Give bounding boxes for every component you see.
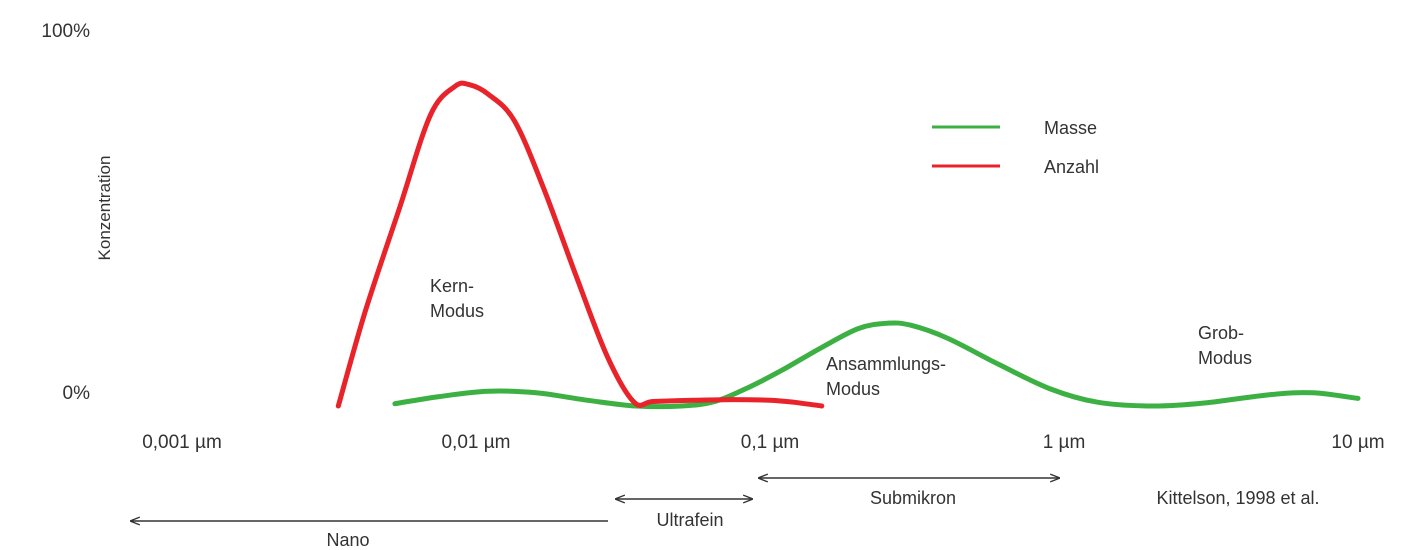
- range-label-nano: Nano: [326, 530, 369, 550]
- annotation-grob-line2: Modus: [1198, 348, 1252, 368]
- series-line-anzahl: [335, 80, 825, 409]
- y-axis-top-label: 100%: [41, 21, 90, 42]
- y-axis-title: Konzentration: [95, 156, 114, 261]
- annotation-kern-line1: Kern-: [430, 276, 474, 296]
- x-tick-label: 0,1 µm: [741, 432, 799, 453]
- legend: Masse Anzahl: [932, 118, 1099, 177]
- x-axis-tick-labels: 0,001 µm 0,01 µm 0,1 µm 1 µm 10 µm: [142, 432, 1384, 453]
- x-tick-label: 0,001 µm: [142, 432, 222, 453]
- annotation-ansammlung-line2: Modus: [826, 379, 880, 399]
- legend-label-masse: Masse: [1044, 118, 1097, 138]
- x-tick-label: 1 µm: [1043, 432, 1086, 453]
- annotation-grob-line1: Grob-: [1198, 323, 1244, 343]
- series-line-masse: [392, 320, 1361, 410]
- range-label-ultrafein: Ultrafein: [656, 510, 723, 530]
- source-citation: Kittelson, 1998 et al.: [1156, 488, 1319, 508]
- x-tick-label: 0,01 µm: [441, 432, 510, 453]
- annotation-kern-line2: Modus: [430, 301, 484, 321]
- legend-label-anzahl: Anzahl: [1044, 157, 1099, 177]
- y-axis-bottom-label: 0%: [63, 383, 91, 404]
- range-label-submikron: Submikron: [870, 488, 956, 508]
- size-ranges: Nano Ultrafein Submikron: [131, 478, 1059, 550]
- annotation-ansammlung-line1: Ansammlungs-: [826, 354, 946, 374]
- mode-annotations: Kern- Modus Ansammlungs- Modus Grob- Mod…: [430, 276, 1252, 399]
- x-tick-label: 10 µm: [1331, 432, 1384, 453]
